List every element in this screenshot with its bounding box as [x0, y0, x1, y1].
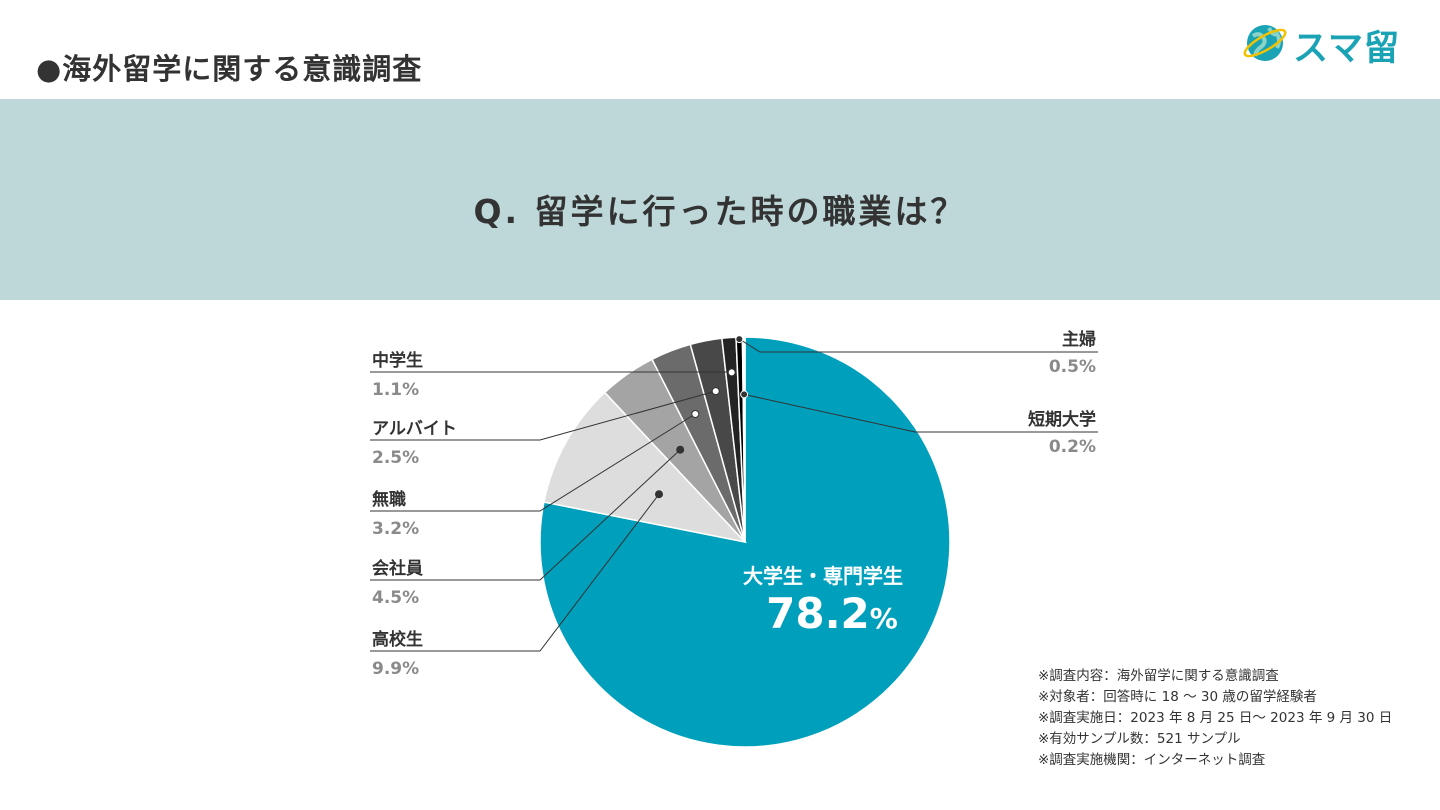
main-slice-unit: %: [870, 602, 898, 635]
slice-label: 無職: [372, 489, 406, 510]
leader-line: [370, 493, 660, 652]
leader-dot: [740, 390, 749, 399]
logo-text: スマ留: [1293, 29, 1400, 69]
survey-notes: ※調査内容：海外留学に関する意識調査 ※対象者：回答時に 18 〜 30 歳の留…: [1038, 666, 1392, 771]
leader-line: [743, 393, 1098, 433]
leader-dot: [655, 490, 663, 499]
leader-line: [370, 449, 681, 581]
note-line: ※対象者：回答時に 18 〜 30 歳の留学経験者: [1038, 689, 1317, 705]
survey-title: ●海外留学に関する意識調査: [36, 52, 423, 86]
leader-dot: [727, 368, 736, 377]
slice-value: 3.2%: [372, 519, 419, 539]
brand-logo[interactable]: スマ留: [1243, 20, 1415, 69]
slice-value: 2.5%: [372, 448, 419, 468]
globe-logo-icon: [1243, 25, 1287, 61]
note-line: ※有効サンプル数：521 サンプル: [1038, 731, 1241, 747]
slice-label: アルバイト: [372, 419, 457, 439]
slice-value: 4.5%: [372, 588, 419, 608]
question-text: Q. 留学に行った時の職業は？: [473, 192, 967, 231]
slice-value: 9.9%: [372, 659, 419, 679]
leader-dot: [676, 445, 685, 454]
note-line: ※調査実施機関：インターネット調査: [1038, 752, 1266, 768]
slice-label: 主婦: [1062, 329, 1096, 350]
leader-line: [370, 413, 696, 512]
leader-dot: [691, 410, 700, 418]
note-line: ※調査実施日：2023 年 8 月 25 日〜 2023 年 9 月 30 日: [1038, 710, 1393, 726]
note-line: ※調査内容：海外留学に関する意識調査: [1038, 668, 1279, 684]
slice-value: 0.5%: [1049, 357, 1096, 377]
leader-dot: [735, 335, 744, 344]
slice-value: 1.1%: [372, 380, 419, 400]
leader-line: [370, 390, 716, 441]
slice-label: 短期大学: [1028, 409, 1096, 430]
slice-label: 会社員: [372, 558, 423, 579]
slice-value: 0.2%: [1049, 437, 1096, 457]
slice-label: 中学生: [372, 350, 423, 371]
pie-slice: [543, 391, 748, 544]
question-banner: Q. 留学に行った時の職業は？: [0, 99, 1440, 300]
leader-dot: [711, 387, 720, 396]
slice-label: 高校生: [372, 629, 423, 650]
main-slice-label: 大学生・専門学生: [743, 564, 903, 588]
leader-line: [739, 338, 1098, 353]
